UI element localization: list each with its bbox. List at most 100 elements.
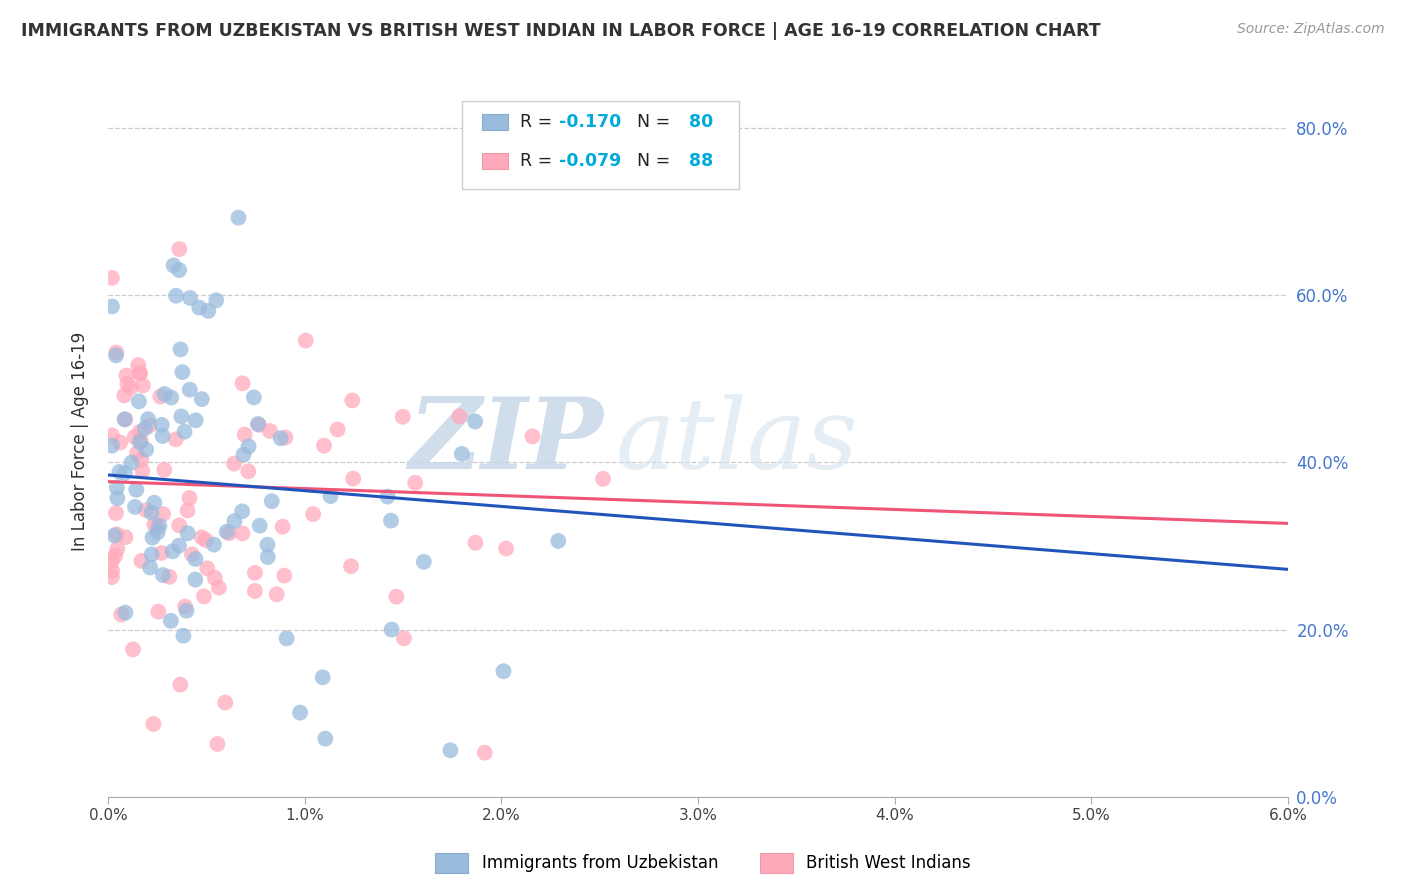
Text: 88: 88	[689, 152, 713, 170]
Point	[243, 584, 266, 599]
Point	[122, 642, 145, 657]
Point	[474, 746, 496, 760]
Point	[294, 334, 316, 348]
Point	[149, 390, 172, 404]
Point	[256, 549, 278, 564]
Point	[202, 538, 225, 552]
Point	[228, 211, 250, 225]
Point	[247, 417, 270, 432]
Point	[231, 376, 253, 391]
Point	[233, 427, 256, 442]
Point	[114, 466, 136, 480]
Point	[492, 664, 515, 678]
Point	[197, 304, 219, 318]
Text: -0.170: -0.170	[558, 113, 621, 131]
Point	[105, 542, 128, 557]
Point	[172, 629, 194, 643]
Point	[105, 481, 128, 495]
Point	[124, 430, 146, 444]
Point	[195, 561, 218, 575]
Point	[495, 541, 517, 556]
Point	[152, 507, 174, 521]
Point	[108, 465, 131, 479]
Point	[110, 435, 132, 450]
Point	[141, 506, 163, 520]
Point	[377, 490, 399, 504]
Point	[176, 604, 198, 618]
Point	[231, 526, 253, 541]
Point	[152, 429, 174, 443]
Point	[136, 412, 159, 426]
Point	[176, 503, 198, 517]
Point	[184, 573, 207, 587]
Point	[150, 417, 173, 432]
Point	[125, 483, 148, 497]
Point	[124, 500, 146, 514]
Bar	[482, 114, 508, 129]
FancyBboxPatch shape	[463, 101, 740, 189]
Point	[184, 413, 207, 427]
Point	[193, 590, 215, 604]
Point	[129, 366, 152, 380]
Point	[125, 446, 148, 460]
Point	[342, 393, 364, 408]
Text: Source: ZipAtlas.com: Source: ZipAtlas.com	[1237, 22, 1385, 37]
Point	[121, 456, 143, 470]
Bar	[482, 153, 508, 169]
Point	[319, 489, 342, 503]
Point	[110, 607, 132, 622]
Point	[274, 431, 297, 445]
Point	[169, 242, 191, 256]
Point	[101, 428, 124, 442]
Point	[135, 503, 157, 517]
Point	[273, 568, 295, 582]
Point	[314, 731, 336, 746]
Point	[340, 559, 363, 574]
Point	[276, 632, 298, 646]
Point	[162, 544, 184, 558]
Point	[117, 376, 139, 391]
Point	[342, 472, 364, 486]
Point	[271, 519, 294, 533]
Point	[146, 525, 169, 540]
Point	[114, 530, 136, 544]
Point	[142, 717, 165, 731]
Text: -0.079: -0.079	[558, 152, 621, 170]
Point	[266, 587, 288, 601]
Point	[170, 409, 193, 424]
Point	[218, 526, 240, 541]
Point	[104, 506, 127, 520]
Point	[312, 670, 335, 684]
Point	[101, 271, 124, 285]
Point	[222, 457, 245, 471]
Point	[179, 291, 201, 305]
Point	[127, 358, 149, 372]
Point	[101, 570, 124, 584]
Point	[105, 491, 128, 506]
Point	[120, 380, 142, 394]
Point	[238, 439, 260, 453]
Point	[179, 491, 201, 505]
Point	[385, 590, 408, 604]
Point	[238, 464, 260, 478]
Legend: Immigrants from Uzbekistan, British West Indians: Immigrants from Uzbekistan, British West…	[429, 847, 977, 880]
Point	[302, 507, 325, 521]
Point	[439, 743, 461, 757]
Point	[114, 412, 136, 426]
Point	[165, 289, 187, 303]
Point	[129, 434, 152, 449]
Point	[391, 409, 413, 424]
Point	[128, 367, 150, 381]
Point	[176, 526, 198, 541]
Point	[105, 348, 128, 362]
Point	[174, 599, 197, 614]
Point	[404, 475, 426, 490]
Point	[101, 564, 124, 578]
Point	[205, 293, 228, 308]
Point	[129, 425, 152, 439]
Point	[214, 696, 236, 710]
Point	[167, 263, 190, 277]
Point	[184, 552, 207, 566]
Point	[152, 568, 174, 582]
Point	[139, 418, 162, 433]
